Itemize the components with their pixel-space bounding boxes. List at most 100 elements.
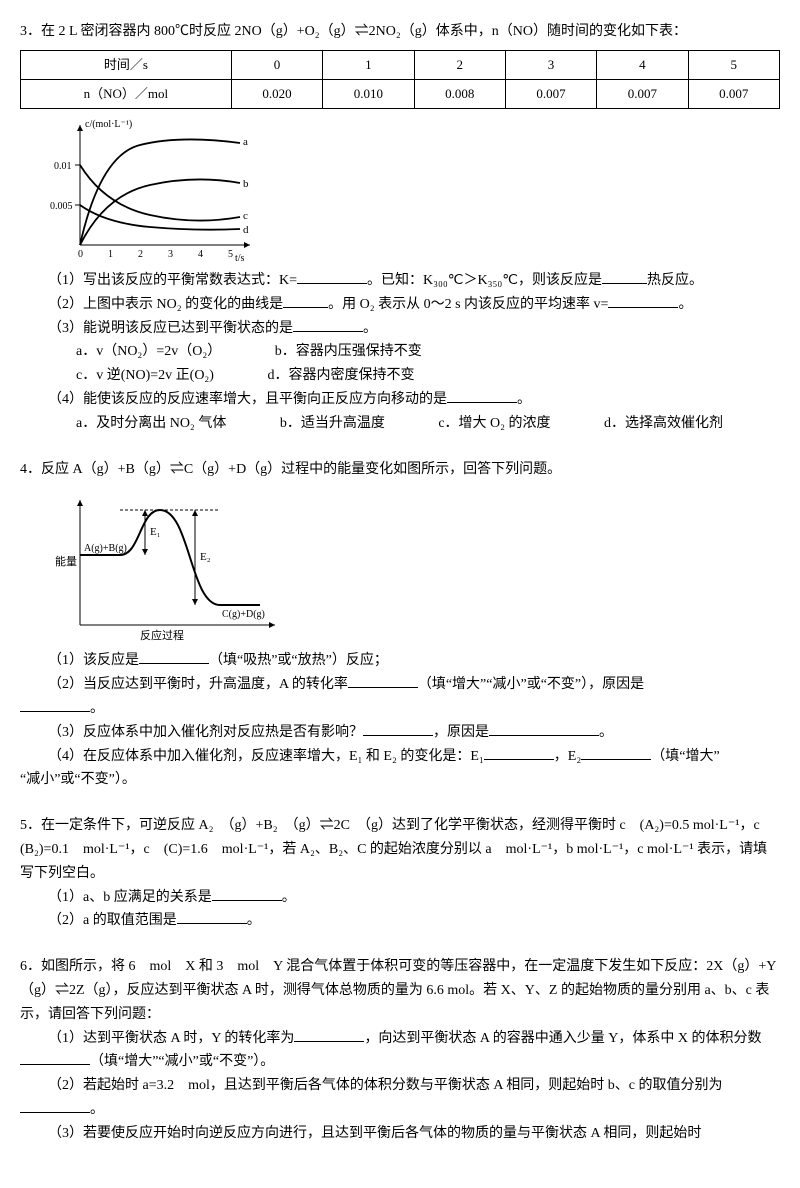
xtick: 4: [198, 249, 203, 260]
text: （填“增大”: [651, 749, 719, 764]
option-d: d．选择高效催化剂: [576, 412, 723, 436]
q5-stem: 5．在一定条件下，可逆反应 A₂ （g）+B₂ （g）⇌2C （g）达到了化学平…: [20, 814, 780, 885]
blank[interactable]: [489, 721, 599, 736]
q4-p2end: 。: [20, 697, 780, 721]
text: （填“吸热”或“放热”）反应；: [209, 653, 388, 668]
q3-opts-row1: a．v（NO₂）=2v（O₂） b．容器内压强保持不变: [20, 340, 780, 364]
text: （1）写出该反应的平衡常数表达式：K=: [48, 273, 297, 288]
cell: 5: [688, 50, 779, 79]
blank[interactable]: [348, 673, 418, 688]
q5-p1: （1）a、b 应满足的关系是。: [20, 886, 780, 910]
cell: 0.007: [688, 79, 779, 108]
text: （2）当反应达到平衡时，升高温度，A 的转化率: [48, 677, 348, 692]
text: （1）该反应是: [48, 653, 139, 668]
label-ab: A(g)+B(g): [84, 543, 127, 554]
cell: 3: [505, 50, 596, 79]
blank[interactable]: [484, 745, 554, 760]
blank[interactable]: [212, 886, 282, 901]
cell: 0.010: [323, 79, 414, 108]
text: 热反应。: [647, 273, 703, 288]
series-label: c: [243, 210, 248, 222]
q3-p3: （3）能说明该反应已达到平衡状态的是。: [20, 317, 780, 341]
xlabel: t/s: [235, 253, 245, 264]
q3-table: 时间／s 0 1 2 3 4 5 n（NO）／mol 0.020 0.010 0…: [20, 50, 780, 109]
xtick: 0: [78, 249, 83, 260]
q4-p1: （1）该反应是 （填“吸热”或“放热”）反应；: [20, 649, 780, 673]
ytick: 0.005: [50, 201, 73, 212]
text: （3）能说明该反应已达到平衡状态的是: [48, 321, 293, 336]
blank[interactable]: [608, 293, 678, 308]
question-6: 6．如图所示，将 6 mol X 和 3 mol Y 混合气体置于体积可变的等压…: [20, 955, 780, 1145]
q3-p4: （4）能使该反应的反应速率增大，且平衡向正反应方向移动的是。: [20, 388, 780, 412]
text: （填“增大”“减小”或“不变”），原因是: [418, 677, 644, 692]
blank[interactable]: [447, 388, 517, 403]
option-b: b．适当升高温度: [252, 412, 385, 436]
blank[interactable]: [363, 721, 433, 736]
q4-p4d: “减小”或“不变”）。: [20, 768, 780, 792]
cell: 0.008: [414, 79, 505, 108]
question-5: 5．在一定条件下，可逆反应 A₂ （g）+B₂ （g）⇌2C （g）达到了化学平…: [20, 814, 780, 933]
q4-stem: 4．反应 A（g）+B（g）⇌C（g）+D（g）过程中的能量变化如图所示，回答下…: [20, 458, 780, 482]
text: 。: [247, 913, 261, 928]
option-c: c．增大 O₂ 的浓度: [410, 412, 550, 436]
text: （1）达到平衡状态 A 时，Y 的转化率为: [48, 1031, 294, 1046]
cell: 4: [597, 50, 688, 79]
blank[interactable]: [139, 649, 209, 664]
blank[interactable]: [294, 1027, 364, 1042]
text: （填“增大”“减小”或“不变”）。: [90, 1054, 274, 1069]
q4-p3: （3）反应体系中加入催化剂对反应热是否有影响？ ，原因是 。: [20, 721, 780, 745]
text: 。: [599, 725, 613, 740]
text: （4）在反应体系中加入催化剂，反应速率增大，E₁ 和 E₂ 的变化是：E₁: [48, 749, 484, 764]
blank[interactable]: [20, 1050, 90, 1065]
text: ，E₂: [554, 749, 581, 764]
ytick: 0.01: [54, 161, 72, 172]
cell: 2: [414, 50, 505, 79]
text: （2）上图中表示 NO₂ 的变化的曲线是: [48, 297, 283, 312]
q3-stem: 3．在 2 L 密闭容器内 800℃时反应 2NO（g）+O₂（g）⇌2NO₂（…: [20, 20, 780, 44]
blank[interactable]: [177, 909, 247, 924]
text: 。: [90, 701, 104, 716]
text: （2）a 的取值范围是: [48, 913, 177, 928]
option-a: a．v（NO₂）=2v（O₂）: [48, 340, 221, 364]
blank[interactable]: [20, 1098, 90, 1113]
q6-p2: （2）若起始时 a=3.2 mol，且达到平衡后各气体的体积分数与平衡状态 A …: [20, 1074, 780, 1122]
blank[interactable]: [602, 269, 647, 284]
cell: n（NO）／mol: [21, 79, 232, 108]
blank[interactable]: [297, 269, 367, 284]
text: 。: [90, 1102, 104, 1117]
xtick: 1: [108, 249, 113, 260]
text: （3）反应体系中加入催化剂对反应热是否有影响？: [48, 725, 363, 740]
text: （2）若起始时 a=3.2 mol，且达到平衡后各气体的体积分数与平衡状态 A …: [48, 1078, 722, 1093]
e2-label: E₂: [200, 551, 211, 563]
q6-p3: （3）若要使反应开始时向逆反应方向进行，且达到平衡后各气体的物质的量与平衡状态 …: [20, 1122, 780, 1146]
text: 。用 O₂ 表示从 0～2 s 内该反应的平均速率 v=: [328, 297, 608, 312]
q6-p1: （1）达到平衡状态 A 时，Y 的转化率为 ，向达到平衡状态 A 的容器中通入少量…: [20, 1027, 780, 1075]
text: ，原因是: [433, 725, 489, 740]
q6-stem: 6．如图所示，将 6 mol X 和 3 mol Y 混合气体置于体积可变的等压…: [20, 955, 780, 1026]
table-row: n（NO）／mol 0.020 0.010 0.008 0.007 0.007 …: [21, 79, 780, 108]
table-row: 时间／s 0 1 2 3 4 5: [21, 50, 780, 79]
blank[interactable]: [581, 745, 651, 760]
cell: 时间／s: [21, 50, 232, 79]
q4-chart: A(g)+B(g) C(g)+D(g) E₁ E₂ 能量 反应过程: [50, 485, 290, 645]
blank[interactable]: [283, 293, 328, 308]
text: （4）能使该反应的反应速率增大，且平衡向正反应方向移动的是: [48, 392, 447, 407]
q3-chart: 0.01 0.005 0 1 2 3 4 5 a b c d c/(mol·L⁻…: [50, 115, 260, 265]
xtick: 2: [138, 249, 143, 260]
question-4: 4．反应 A（g）+B（g）⇌C（g）+D（g）过程中的能量变化如图所示，回答下…: [20, 458, 780, 793]
xtick: 5: [228, 249, 233, 260]
ylabel: 能量: [55, 554, 77, 568]
ylabel: c/(mol·L⁻¹): [85, 119, 132, 130]
cell: 0: [231, 50, 322, 79]
q5-p2: （2）a 的取值范围是 。: [20, 909, 780, 933]
label-cd: C(g)+D(g): [222, 609, 265, 620]
option-a: a．及时分离出 NO₂ 气体: [48, 412, 226, 436]
text: 。: [282, 890, 296, 905]
blank[interactable]: [20, 697, 90, 712]
q3-opts-row2: c．v 逆(NO)=2v 正(O₂) d．容器内密度保持不变: [20, 364, 780, 388]
text: 。: [678, 297, 692, 312]
text: ，向达到平衡状态 A 的容器中通入少量 Y，体系中 X 的体积分数: [364, 1031, 761, 1046]
series-label: b: [243, 178, 249, 190]
blank[interactable]: [293, 317, 363, 332]
series-label: a: [243, 136, 248, 148]
